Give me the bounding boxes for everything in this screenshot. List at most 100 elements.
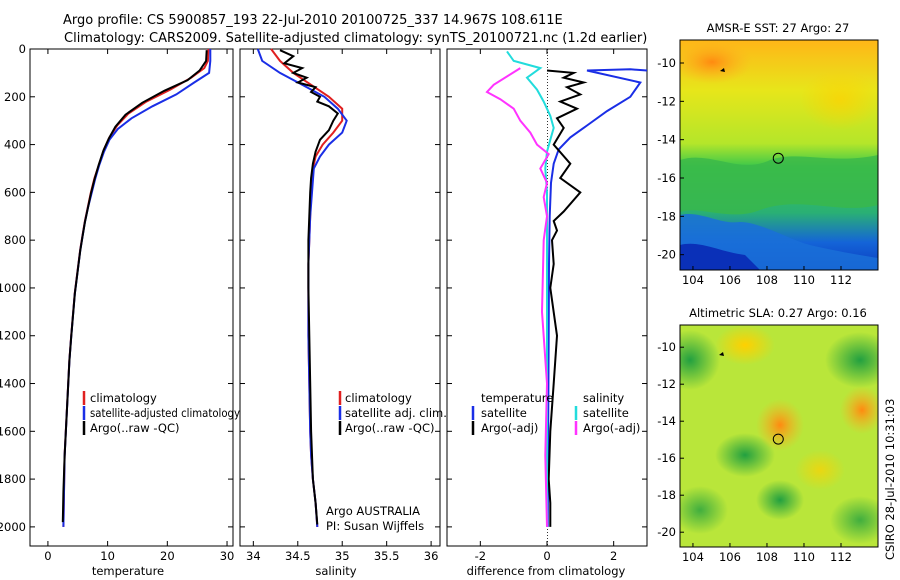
sst-arrow-icon xyxy=(720,68,725,72)
x-tick-label: 34.5 xyxy=(285,549,311,563)
sst-heatmap xyxy=(680,40,878,270)
x-tick-label: 2 xyxy=(610,549,617,563)
sla-map-frame xyxy=(679,324,879,548)
temperature-axes-frame xyxy=(29,48,234,547)
legend-label-satellite: satellite-adjusted climatology xyxy=(90,406,240,420)
temperature-xlabel: temperature xyxy=(92,564,164,578)
salinity-panel: 34 34.5 35 35.5 36 salinity climatology sate… xyxy=(239,48,447,578)
map-y-tick-label: -12 xyxy=(657,94,676,108)
sst-profile-location-marker xyxy=(772,152,784,164)
map-y-tick-label: -16 xyxy=(657,171,676,185)
sla-anomaly-7 xyxy=(715,325,775,365)
sst-green-band xyxy=(680,155,878,215)
sst-map-panel: AMSR-E SST: 27 Argo: 27 104 106 108 110 112 -… xyxy=(657,21,879,287)
salinity-axes-frame xyxy=(239,48,441,547)
y-tick-label: 600 xyxy=(4,185,26,199)
map-x-tick-label: 106 xyxy=(719,273,741,287)
sst-map-frame xyxy=(679,39,879,271)
sst-warm-patch xyxy=(680,40,752,84)
y-tick-label: 1400 xyxy=(0,377,26,391)
y-tick-label: 1200 xyxy=(0,329,26,343)
y-tick-label: 200 xyxy=(4,90,26,104)
sla-map-title: Altimetric SLA: 0.27 Argo: 0.16 xyxy=(689,306,867,320)
map-y-tick-label: -12 xyxy=(657,377,676,391)
map-x-tick-label: 108 xyxy=(756,273,778,287)
map-y-tick-label: -14 xyxy=(657,414,676,428)
csiro-credit: CSIRO 28-Jul-2010 10:31:03 xyxy=(883,399,897,560)
difference-panel: -2 0 2 difference from climatology tempera… xyxy=(446,48,648,578)
legend-label-argo: Argo(..raw -QC) xyxy=(90,421,180,435)
map-y-tick-label: -18 xyxy=(657,209,676,223)
y-tick-label: 800 xyxy=(4,233,26,247)
y-tick-label: 0 xyxy=(19,42,26,56)
legend-label-climatology: climatology xyxy=(90,391,157,405)
legend-label-satellite: satellite adj. clim. xyxy=(345,406,447,420)
x-tick-label: 36 xyxy=(424,549,439,563)
series-line-argo-raw-qc- xyxy=(61,50,208,523)
title-line-1: Argo profile: CS 5900857_193 22-Jul-2010… xyxy=(63,13,563,28)
sla-arrow-icon xyxy=(719,352,724,356)
y-tick-label: 1000 xyxy=(0,281,26,295)
map-y-tick-label: -20 xyxy=(657,525,676,539)
sla-anomaly-4 xyxy=(756,480,804,520)
sla-anomaly-5 xyxy=(680,486,728,534)
legend-label-sal-argo: Argo(-adj) xyxy=(583,421,640,435)
salinity-xlabel: salinity xyxy=(315,564,356,578)
map-x-tick-label: 106 xyxy=(719,550,741,564)
salinity-legend: climatology satellite adj. clim. Argo(..… xyxy=(338,391,447,435)
sla-anomaly-1 xyxy=(680,330,720,390)
legend-header-temperature: temperature xyxy=(481,391,553,405)
series-line-salinity-satellite xyxy=(506,50,555,527)
map-x-tick-label: 104 xyxy=(682,550,704,564)
x-tick-label: 35 xyxy=(335,549,350,563)
sst-deep-blue-region xyxy=(680,243,760,270)
map-x-tick-label: 112 xyxy=(830,273,852,287)
x-tick-label: 0 xyxy=(44,549,51,563)
map-x-tick-label: 104 xyxy=(682,273,704,287)
sla-anomaly-6 xyxy=(830,496,878,544)
series-line-argo-raw-qc- xyxy=(279,49,340,525)
x-tick-label: 34 xyxy=(246,549,261,563)
sla-profile-location-marker xyxy=(772,433,784,445)
x-tick-label: 0 xyxy=(543,549,550,563)
sst-map-title: AMSR-E SST: 27 Argo: 27 xyxy=(707,21,850,35)
title-line-2: Climatology: CARS2009. Satellite-adjuste… xyxy=(64,31,647,46)
sla-anomaly-8 xyxy=(756,399,804,451)
legend-label-argo: Argo(..raw -QC) xyxy=(345,421,435,435)
map-y-tick-label: -20 xyxy=(657,248,676,262)
map-y-tick-label: -10 xyxy=(657,340,676,354)
series-line-temperature-argo-adj- xyxy=(546,69,588,527)
difference-legend: temperature satellite Argo(-adj) salinit… xyxy=(471,391,640,435)
map-x-tick-label: 110 xyxy=(793,550,815,564)
legend-header-salinity: salinity xyxy=(583,391,624,405)
annotation-argo-australia: Argo AUSTRALIA xyxy=(326,504,420,518)
legend-label-climatology: climatology xyxy=(345,391,412,405)
map-x-tick-label: 112 xyxy=(830,550,852,564)
x-tick-label: 10 xyxy=(100,549,115,563)
map-x-tick-label: 110 xyxy=(793,273,815,287)
y-tick-label: 1800 xyxy=(0,472,26,486)
sla-anomaly-2 xyxy=(825,332,878,388)
x-tick-label: 20 xyxy=(160,549,175,563)
sla-anomaly-10 xyxy=(795,450,845,490)
map-x-tick-label: 108 xyxy=(756,550,778,564)
y-tick-label: 400 xyxy=(4,138,26,152)
x-tick-label: 35.5 xyxy=(374,549,400,563)
annotation-pi: PI: Susan Wijffels xyxy=(326,519,424,533)
map-y-tick-label: -10 xyxy=(657,56,676,70)
legend-label-temp-argo: Argo(-adj) xyxy=(481,421,538,435)
y-tick-label: 1600 xyxy=(0,424,26,438)
difference-xlabel: difference from climatology xyxy=(467,564,626,578)
legend-label-temp-satellite: satellite xyxy=(481,406,527,420)
legend-label-sal-satellite: satellite xyxy=(583,406,629,420)
sst-yellow-patch xyxy=(800,70,878,130)
temperature-legend: climatology satellite-adjusted climatolo… xyxy=(82,391,240,435)
x-tick-label: -2 xyxy=(475,549,486,563)
map-y-tick-label: -18 xyxy=(657,488,676,502)
sla-heatmap xyxy=(680,325,878,547)
sla-map-panel: Altimetric SLA: 0.27 Argo: 0.16 104 106 10… xyxy=(657,306,879,564)
map-y-tick-label: -16 xyxy=(657,451,676,465)
y-tick-label: 2000 xyxy=(0,520,26,534)
temperature-panel: 0 10 20 30 0 200 400 600 800 1000 1200 1400 1600 1800… xyxy=(0,42,240,578)
